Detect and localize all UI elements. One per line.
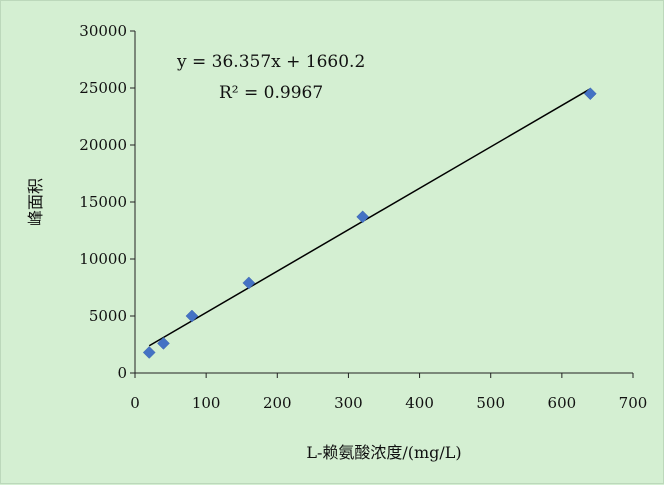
trendline-group (148, 88, 591, 347)
x-tick-label: 700 (619, 394, 648, 412)
data-point (157, 337, 170, 350)
x-tick-label: 0 (130, 394, 140, 412)
x-tick-label: 200 (263, 394, 292, 412)
y-tick-label: 20000 (79, 136, 127, 154)
y-tick-label: 25000 (79, 79, 127, 97)
x-tick-label: 300 (334, 394, 363, 412)
y-tick-label: 30000 (79, 22, 127, 40)
r-squared-annotation: R² = 0.9967 (219, 83, 323, 103)
data-point (583, 87, 597, 101)
x-tick-label: 400 (405, 394, 434, 412)
x-tick-label: 500 (476, 394, 505, 412)
y-tick-label: 10000 (79, 250, 127, 268)
data-points (142, 87, 597, 359)
data-point (356, 210, 370, 224)
x-axis-title: L-赖氨酸浓度/(mg/L) (306, 443, 461, 462)
data-point (142, 346, 156, 359)
y-axis-ticks: 0 5000 10000 15000 20000 25000 30000 (79, 22, 135, 382)
y-tick-label: 5000 (89, 307, 127, 325)
data-point (185, 309, 199, 323)
x-axis-ticks: 0 100 200 300 400 500 600 700 (130, 373, 647, 412)
x-tick-label: 600 (548, 394, 577, 412)
axes (134, 31, 633, 374)
data-point (242, 276, 256, 290)
y-axis-title: 峰面积 (26, 178, 45, 226)
trendline (148, 88, 591, 347)
equation-annotation: y = 36.357x + 1660.2 (176, 52, 365, 72)
y-tick-label: 0 (117, 364, 127, 382)
y-tick-label: 15000 (79, 193, 127, 211)
x-tick-label: 100 (192, 394, 221, 412)
